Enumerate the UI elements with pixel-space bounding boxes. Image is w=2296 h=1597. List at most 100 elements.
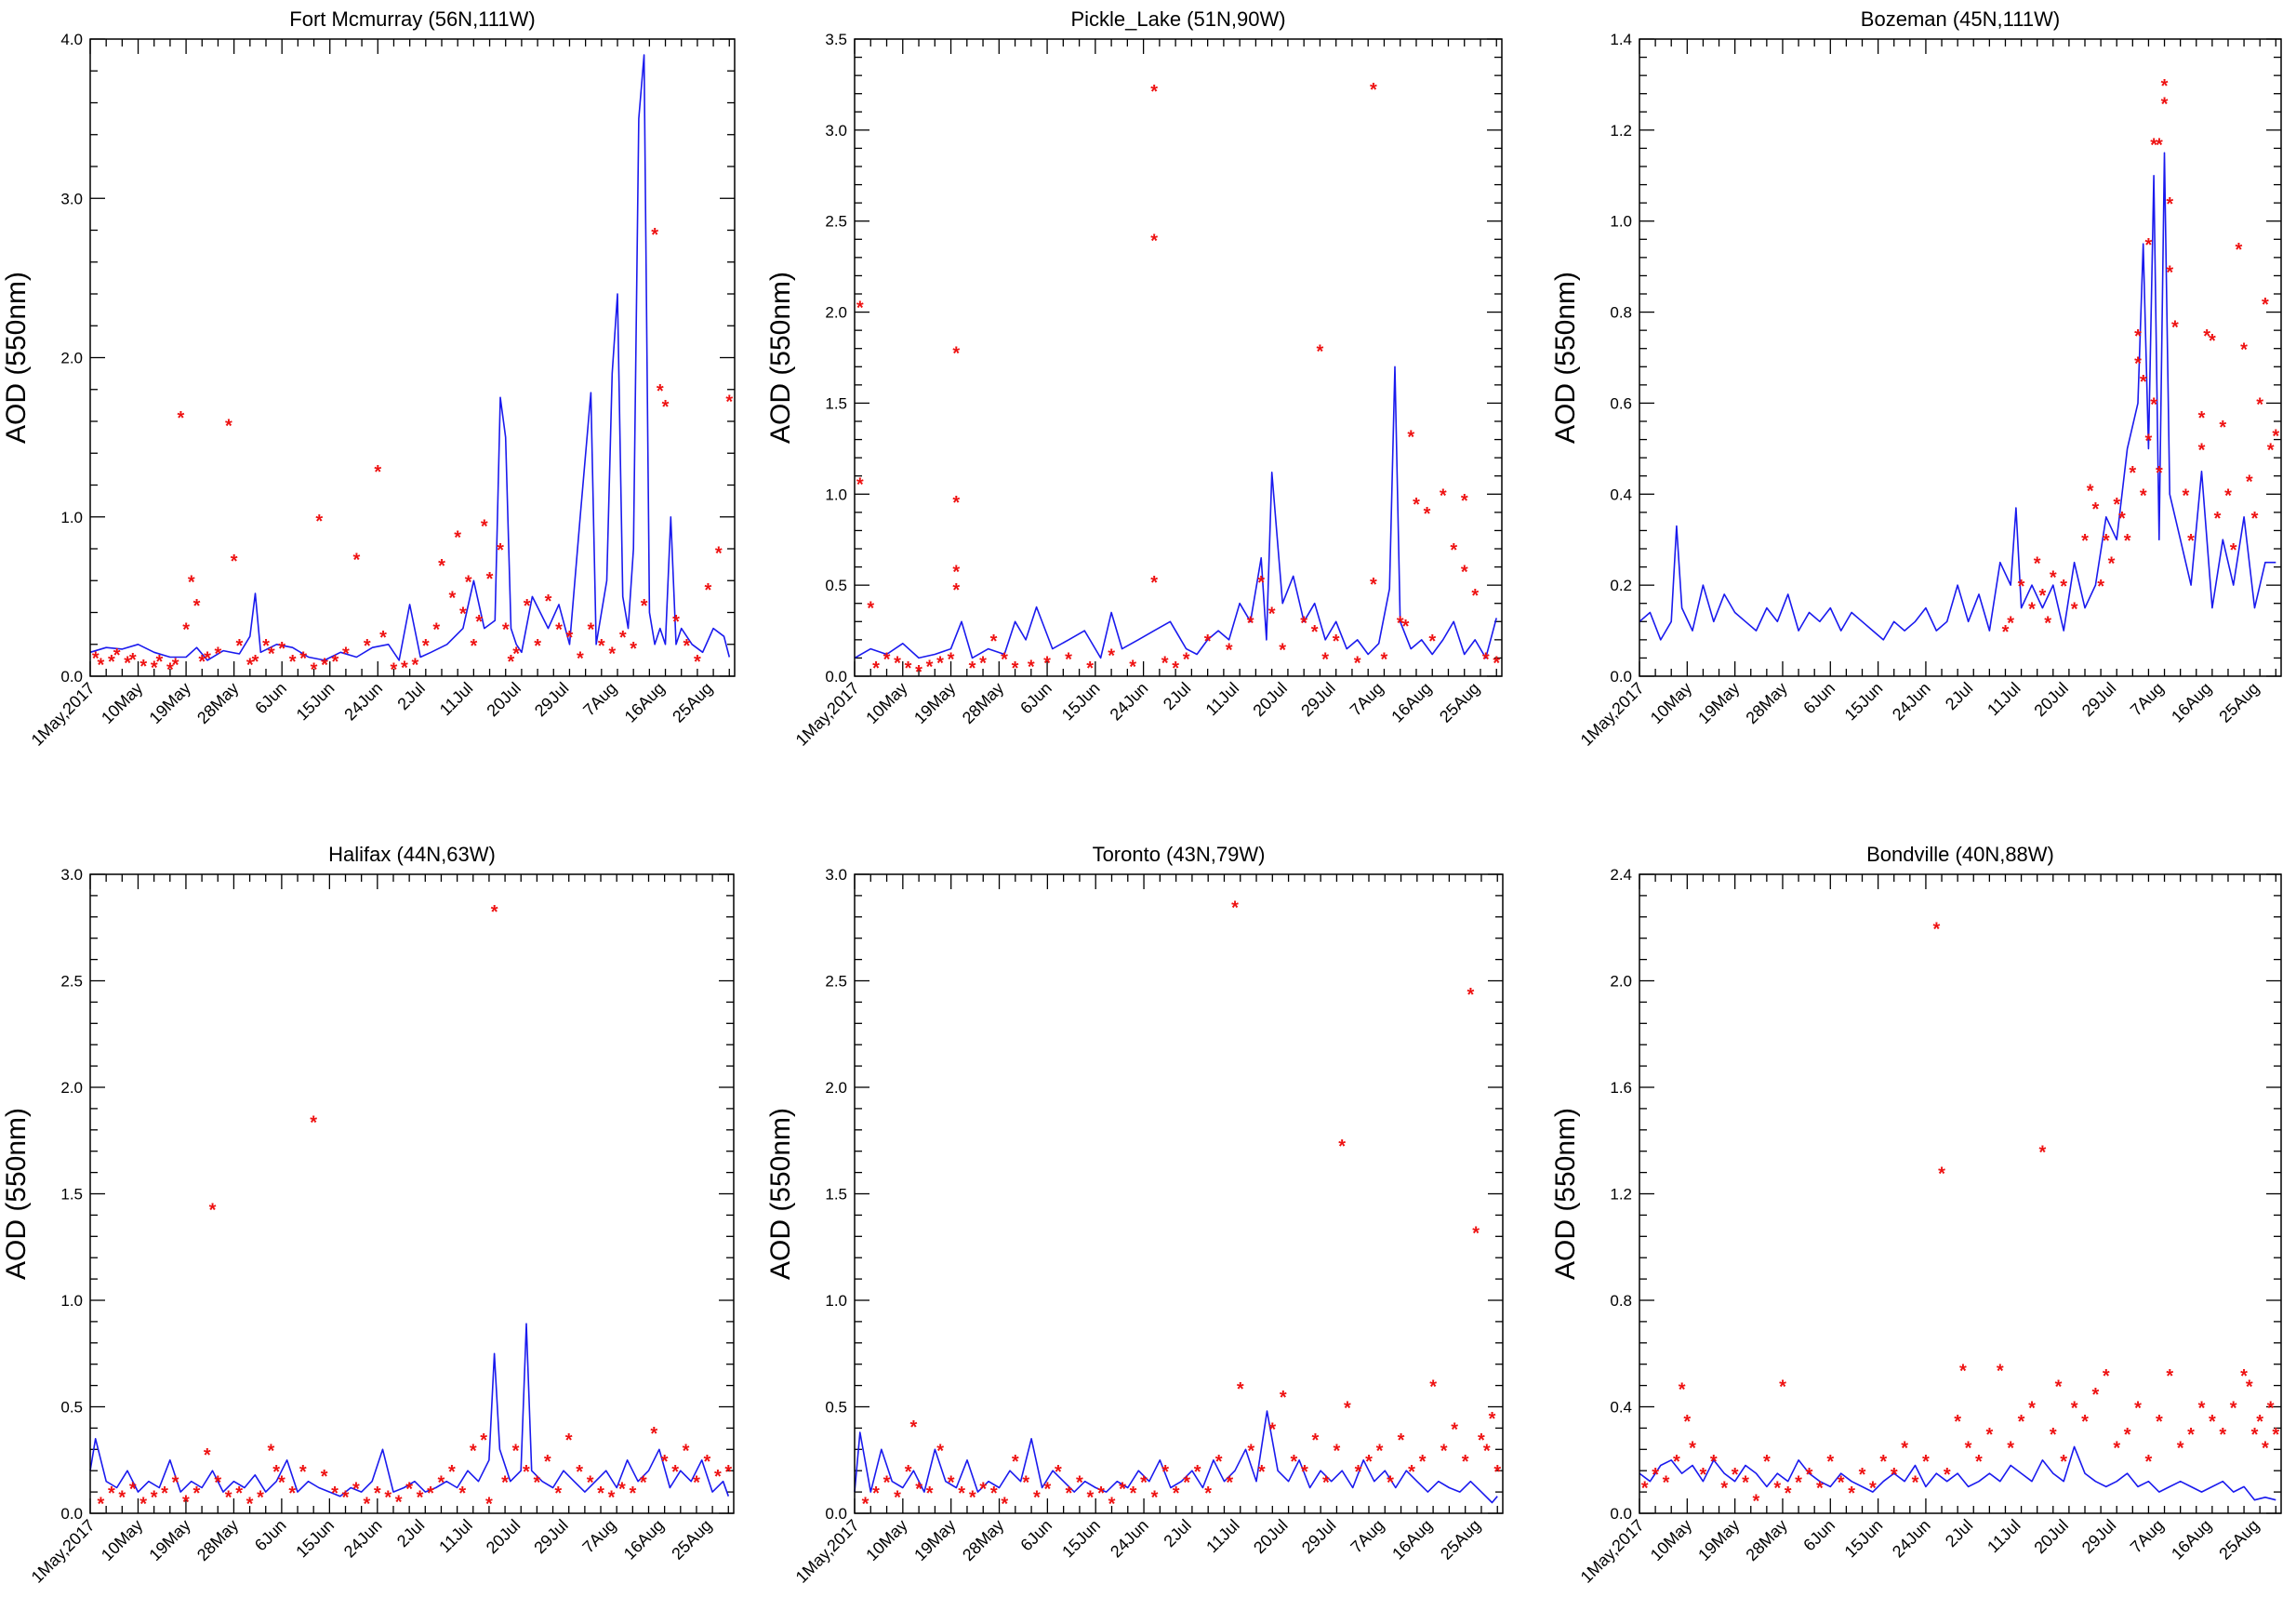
observation-point: * — [2166, 194, 2173, 215]
observation-point: * — [683, 636, 691, 657]
y-tick-label: 1.5 — [825, 1186, 847, 1204]
observation-point: * — [310, 1113, 317, 1134]
observation-point: * — [252, 652, 259, 672]
observation-point: * — [2145, 432, 2153, 452]
y-tick-label: 4.0 — [60, 31, 83, 48]
observation-point: * — [1301, 1462, 1308, 1483]
observation-point: * — [422, 636, 430, 657]
x-tick-label: 15Jun — [293, 679, 338, 725]
y-tick-label: 2.0 — [60, 1079, 83, 1097]
x-tick-label: 20Jul — [483, 1516, 524, 1558]
x-tick-label: 29Jul — [531, 679, 573, 721]
observation-point: * — [1150, 573, 1158, 593]
observation-point: * — [618, 1480, 626, 1500]
observation-point: * — [545, 592, 552, 612]
chart-title: Fort Mcmurray (56N,111W) — [289, 7, 535, 31]
observation-point: * — [491, 902, 498, 923]
observation-point: * — [2262, 295, 2269, 315]
observation-point: * — [1204, 1484, 1212, 1504]
observation-point: * — [2187, 531, 2195, 552]
y-tick-label: 1.2 — [1610, 1186, 1632, 1204]
observation-point: * — [2097, 577, 2104, 597]
observation-point: * — [1333, 632, 1340, 652]
observation-point: * — [872, 659, 880, 679]
observation-point: * — [458, 1484, 466, 1504]
observation-point: * — [1334, 1441, 1341, 1461]
observation-point: * — [1387, 1473, 1394, 1494]
observation-point: * — [1763, 1452, 1771, 1472]
observation-point: * — [1237, 1379, 1244, 1400]
observation-point: * — [2171, 317, 2179, 338]
observation-point: * — [641, 596, 648, 617]
observation-point: * — [2140, 372, 2147, 393]
observation-point: * — [2145, 235, 2153, 256]
observation-point: * — [915, 662, 922, 683]
observation-point: * — [151, 1488, 158, 1509]
observation-point: * — [1489, 1409, 1496, 1430]
observation-point: * — [299, 1462, 307, 1483]
observation-point: * — [1407, 428, 1414, 448]
observation-point: * — [1376, 1441, 1384, 1461]
observation-point: * — [198, 652, 206, 672]
observation-point: * — [1311, 622, 1319, 643]
x-tick-label: 11Jul — [435, 1516, 476, 1557]
x-tick-label: 7Aug — [2127, 1516, 2168, 1557]
observation-point: * — [629, 1484, 636, 1504]
observation-point: * — [432, 620, 440, 641]
observation-point: * — [2240, 1366, 2248, 1387]
observation-point: * — [650, 1424, 657, 1444]
observation-point: * — [872, 1484, 880, 1504]
observation-point: * — [2150, 136, 2157, 156]
y-tick-label: 0.8 — [1610, 1292, 1632, 1310]
x-tick-label: 1May,2017 — [28, 1516, 99, 1587]
x-tick-label: 11Jul — [1984, 1516, 2024, 1557]
observation-point: * — [704, 580, 711, 601]
observation-point: * — [1043, 1480, 1051, 1500]
observation-point: * — [470, 636, 477, 657]
observation-point: * — [671, 1462, 679, 1483]
observation-point: * — [1022, 1473, 1029, 1494]
y-tick-label: 3.0 — [60, 866, 83, 884]
observation-point: * — [331, 1484, 338, 1504]
observation-point: * — [1043, 653, 1051, 673]
observation-point: * — [1226, 1473, 1233, 1494]
observation-point: * — [1912, 1473, 1919, 1494]
chart-panel-5: Bondville (40N,88W) AOD (550nm) 0.0 0.4 0.8 1… — [1550, 843, 2282, 1587]
observation-point: * — [2230, 540, 2237, 561]
observation-point: * — [315, 512, 323, 532]
observation-point: * — [427, 1484, 434, 1504]
plot-frame — [854, 873, 1504, 1514]
observation-point: * — [454, 527, 461, 548]
observation-point: * — [969, 1488, 976, 1509]
observation-point: * — [470, 1441, 477, 1461]
x-tick-label: 28May — [959, 679, 1007, 727]
observation-point: * — [1652, 1465, 1659, 1485]
model-aod-line — [89, 54, 731, 661]
observation-point: * — [1472, 1224, 1480, 1244]
observation-point: * — [1440, 486, 1447, 506]
observation-point: * — [1710, 1452, 1718, 1472]
x-tick-label: 7Aug — [579, 679, 620, 720]
observation-point: * — [486, 569, 494, 590]
observation-point: * — [129, 650, 137, 671]
observation-point: * — [405, 1480, 413, 1500]
chart-panel-0: Fort Mcmurray (56N,111W) AOD (550nm) 0.0 1.… — [1, 7, 736, 750]
observation-point: * — [2177, 1438, 2184, 1458]
y-tick-label: 0.4 — [1610, 486, 1632, 503]
observation-point: * — [278, 639, 285, 659]
observation-point: * — [894, 653, 901, 673]
plot-frame — [854, 38, 1503, 677]
observation-point: * — [1173, 1484, 1180, 1504]
observation-point: * — [1033, 1488, 1041, 1509]
y-tick-label: 2.0 — [1610, 973, 1632, 991]
observation-point: * — [2256, 394, 2263, 415]
observation-point: * — [1290, 1452, 1297, 1472]
observation-point: * — [182, 620, 190, 641]
x-tick-label: 1May,2017 — [1577, 679, 1648, 750]
observation-point: * — [2251, 509, 2259, 529]
observation-point: * — [1944, 1465, 1951, 1485]
observation-point: * — [2092, 499, 2100, 520]
observation-point: * — [225, 1488, 232, 1509]
x-tick-label: 16Aug — [2168, 1516, 2215, 1564]
y-axis-label: AOD (550nm) — [765, 272, 796, 444]
